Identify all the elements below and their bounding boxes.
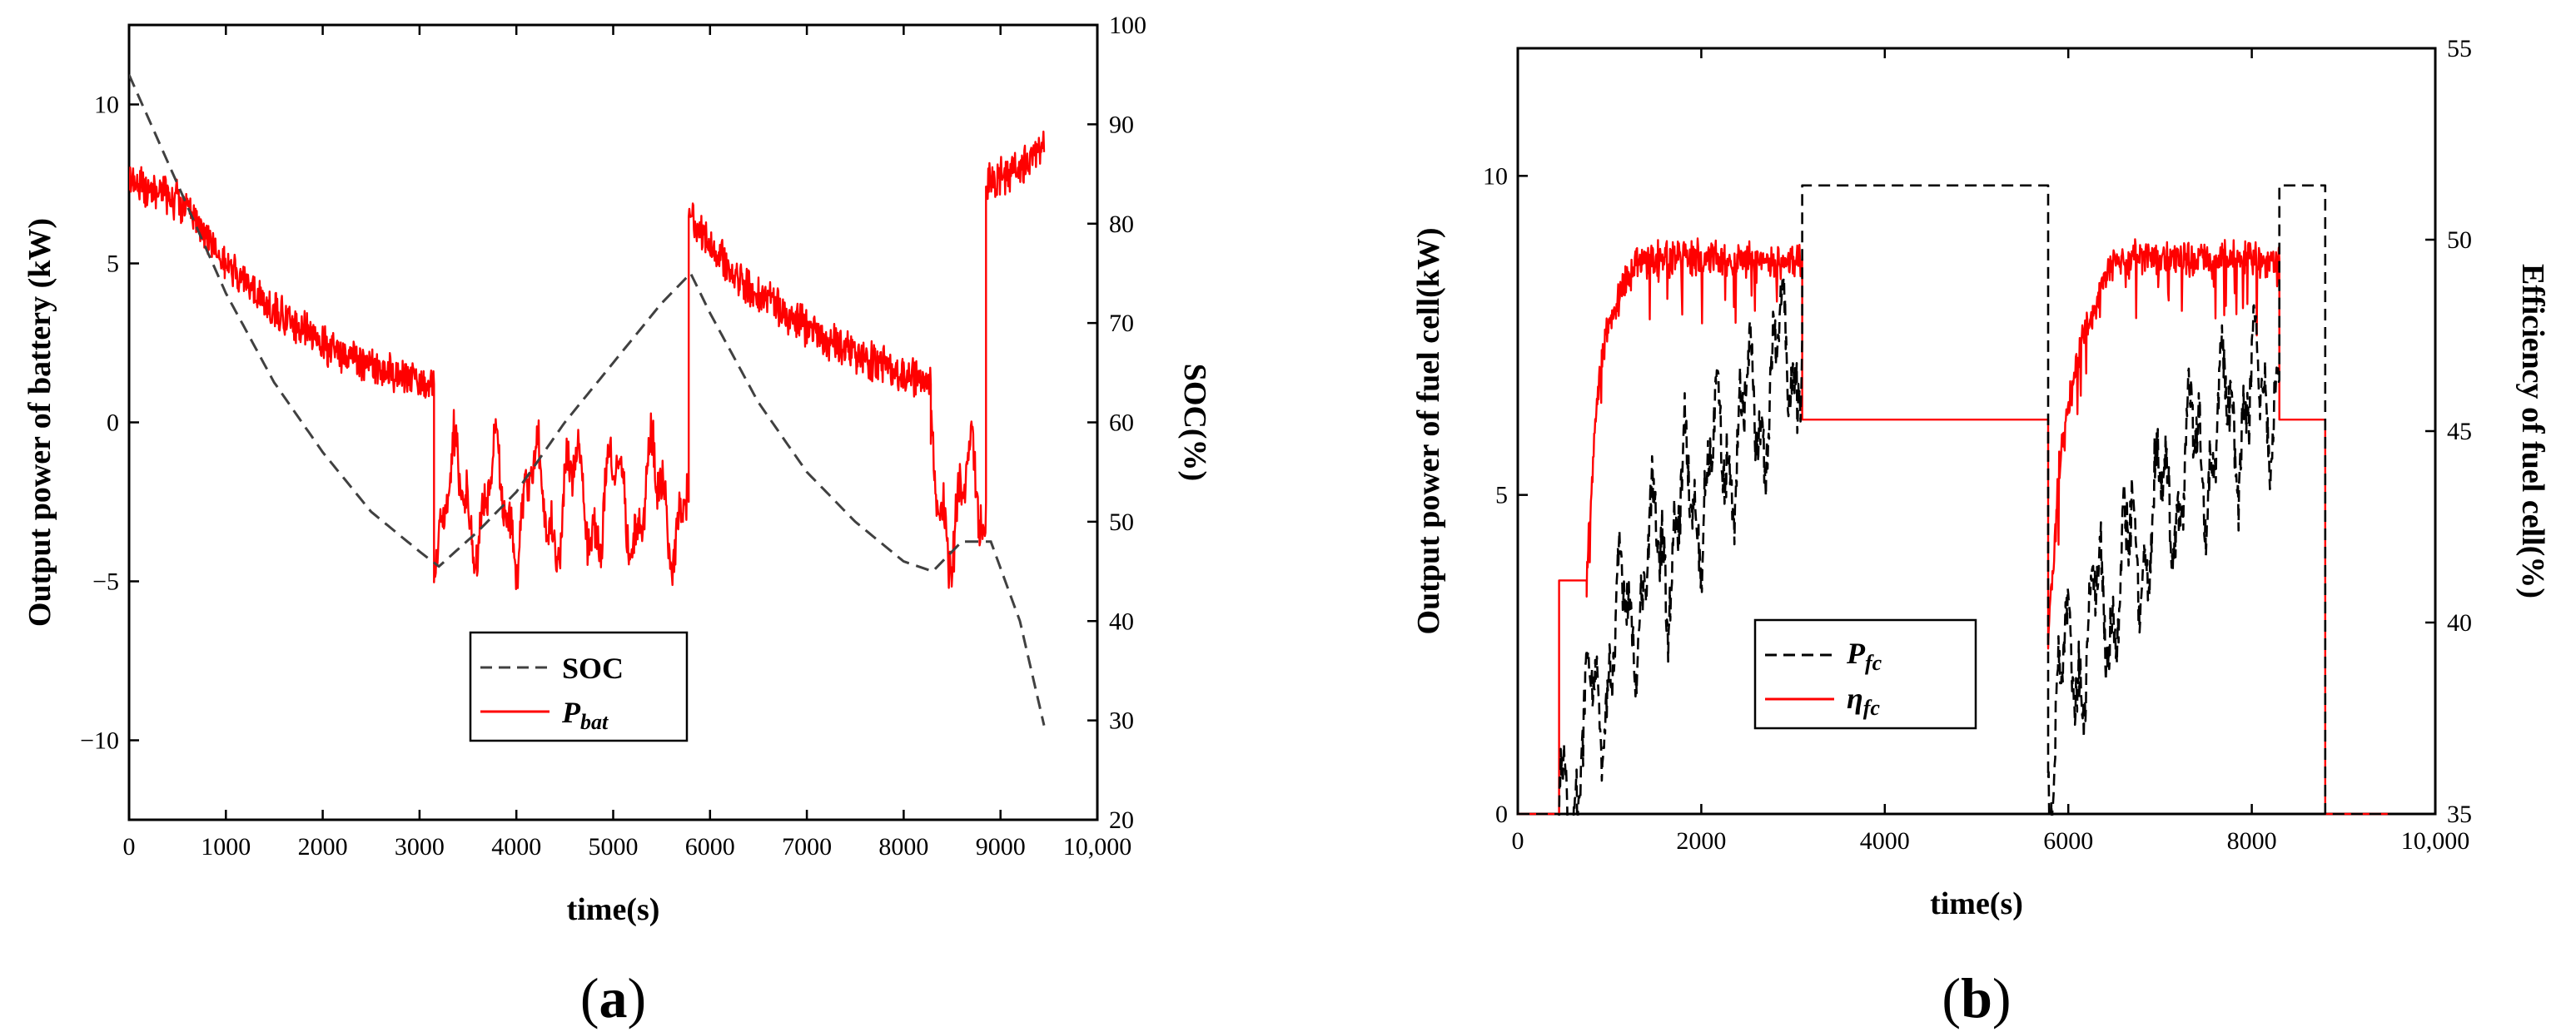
- chart-b-legend-label-eta: ηfc: [1847, 682, 1880, 720]
- chart-a-y-right-tick-label: 70: [1109, 310, 1134, 337]
- chart-a-y-right-tick-label: 40: [1109, 608, 1134, 635]
- chart-a-x-tick-label: 7000: [782, 833, 832, 861]
- chart-b-x-tick-label: 6000: [2043, 827, 2093, 855]
- chart-a-x-tick-label: 4000: [491, 833, 541, 861]
- chart-b-line-eta: [1518, 237, 2390, 816]
- chart-a-legend-label-soc: SOC: [562, 652, 624, 685]
- chart-a-x-tick-label: 8000: [878, 833, 928, 861]
- chart-a-y-left-tick-label: 0: [107, 409, 119, 437]
- chart-a-line-soc: [129, 74, 1046, 726]
- chart-a: 0 1000 2000 3000 4000 5000 6000 7000 8000 9000 10,…: [22, 12, 1212, 1030]
- chart-a-legend-box: [469, 631, 689, 742]
- chart-a-x-tick-label: 0: [123, 833, 136, 861]
- chart-b-y-left-axis-label: Output power of fuel cell(kW): [1411, 227, 1446, 634]
- chart-b-y-right-tick-label: 50: [2447, 226, 2472, 254]
- chart-a-y-left-axis-label: Output power of battery (kW): [22, 218, 57, 627]
- chart-b-line-pfc: [1518, 184, 2390, 816]
- chart-b-x-tick-label: 0: [1512, 827, 1524, 855]
- chart-a-y-right-tick-label: 50: [1109, 509, 1134, 536]
- chart-b: 0 2000 4000 6000 8000 10,000 0 5 10 35 40 45 50 55 tim…: [1411, 35, 2550, 1030]
- chart-a-x-tick-label: 10,000: [1063, 833, 1132, 861]
- chart-b-x-tick-label: 2000: [1676, 827, 1726, 855]
- chart-b-panel-label: (b): [1942, 966, 2011, 1030]
- chart-b-plot-area: [1518, 184, 2390, 816]
- chart-a-x-tick-label: 2000: [298, 833, 348, 861]
- chart-b-y-left-tick-label: 5: [1495, 482, 1508, 509]
- chart-b-x-tick-label: 10,000: [2401, 827, 2470, 855]
- chart-b-legend-box: [1753, 618, 1977, 730]
- chart-a-x-axis-label: time(s): [567, 892, 660, 927]
- chart-b-x-tick-label: 4000: [1860, 827, 1910, 855]
- chart-b-y-right-tick-label: 35: [2447, 801, 2472, 828]
- chart-b-x-axis-label: time(s): [1930, 886, 2023, 921]
- chart-a-plot-area: [129, 74, 1046, 726]
- chart-a-y-right-tick-label: 80: [1109, 211, 1134, 238]
- chart-a-y-right-axis-label: SOC(%): [1177, 364, 1212, 481]
- chart-b-y-right-axis-label: Efficiency of fuel cell(%): [2515, 264, 2550, 598]
- chart-a-y-right-tick-label: 20: [1109, 806, 1134, 834]
- chart-a-x-tick-label: 1000: [201, 833, 251, 861]
- chart-a-y-right-tick-label: 60: [1109, 409, 1134, 437]
- chart-b-y-left-tick-label: 0: [1495, 801, 1508, 828]
- chart-a-y-left-tick-label: −5: [92, 568, 119, 596]
- chart-a-y-right-tick-label: 90: [1109, 111, 1134, 138]
- chart-a-legend-label-pbat: Pbat: [561, 696, 609, 734]
- chart-a-y-left-tick-label: 5: [107, 251, 119, 278]
- chart-a-y-left-tick-label: −10: [80, 727, 119, 755]
- chart-a-y-left-tick-label: 10: [94, 92, 119, 119]
- chart-a-x-tick-label: 3000: [395, 833, 445, 861]
- chart-a-y-right-tick-label: 30: [1109, 707, 1134, 735]
- chart-b-x-tick-label: 8000: [2227, 827, 2277, 855]
- chart-a-y-right-tick-label: 100: [1109, 12, 1146, 39]
- chart-a-line-pbat: [129, 130, 1046, 591]
- chart-a-panel-label: (a): [580, 966, 646, 1030]
- chart-a-x-tick-label: 9000: [976, 833, 1026, 861]
- chart-b-y-right-tick-label: 40: [2447, 609, 2472, 637]
- chart-b-y-left-tick-label: 10: [1483, 162, 1508, 190]
- chart-b-y-right-tick-label: 55: [2447, 35, 2472, 62]
- chart-b-legend-label-pfc: Pfc: [1846, 637, 1882, 675]
- chart-a-x-tick-label: 5000: [589, 833, 639, 861]
- chart-a-x-tick-label: 6000: [685, 833, 735, 861]
- chart-b-y-right-tick-label: 45: [2447, 418, 2472, 445]
